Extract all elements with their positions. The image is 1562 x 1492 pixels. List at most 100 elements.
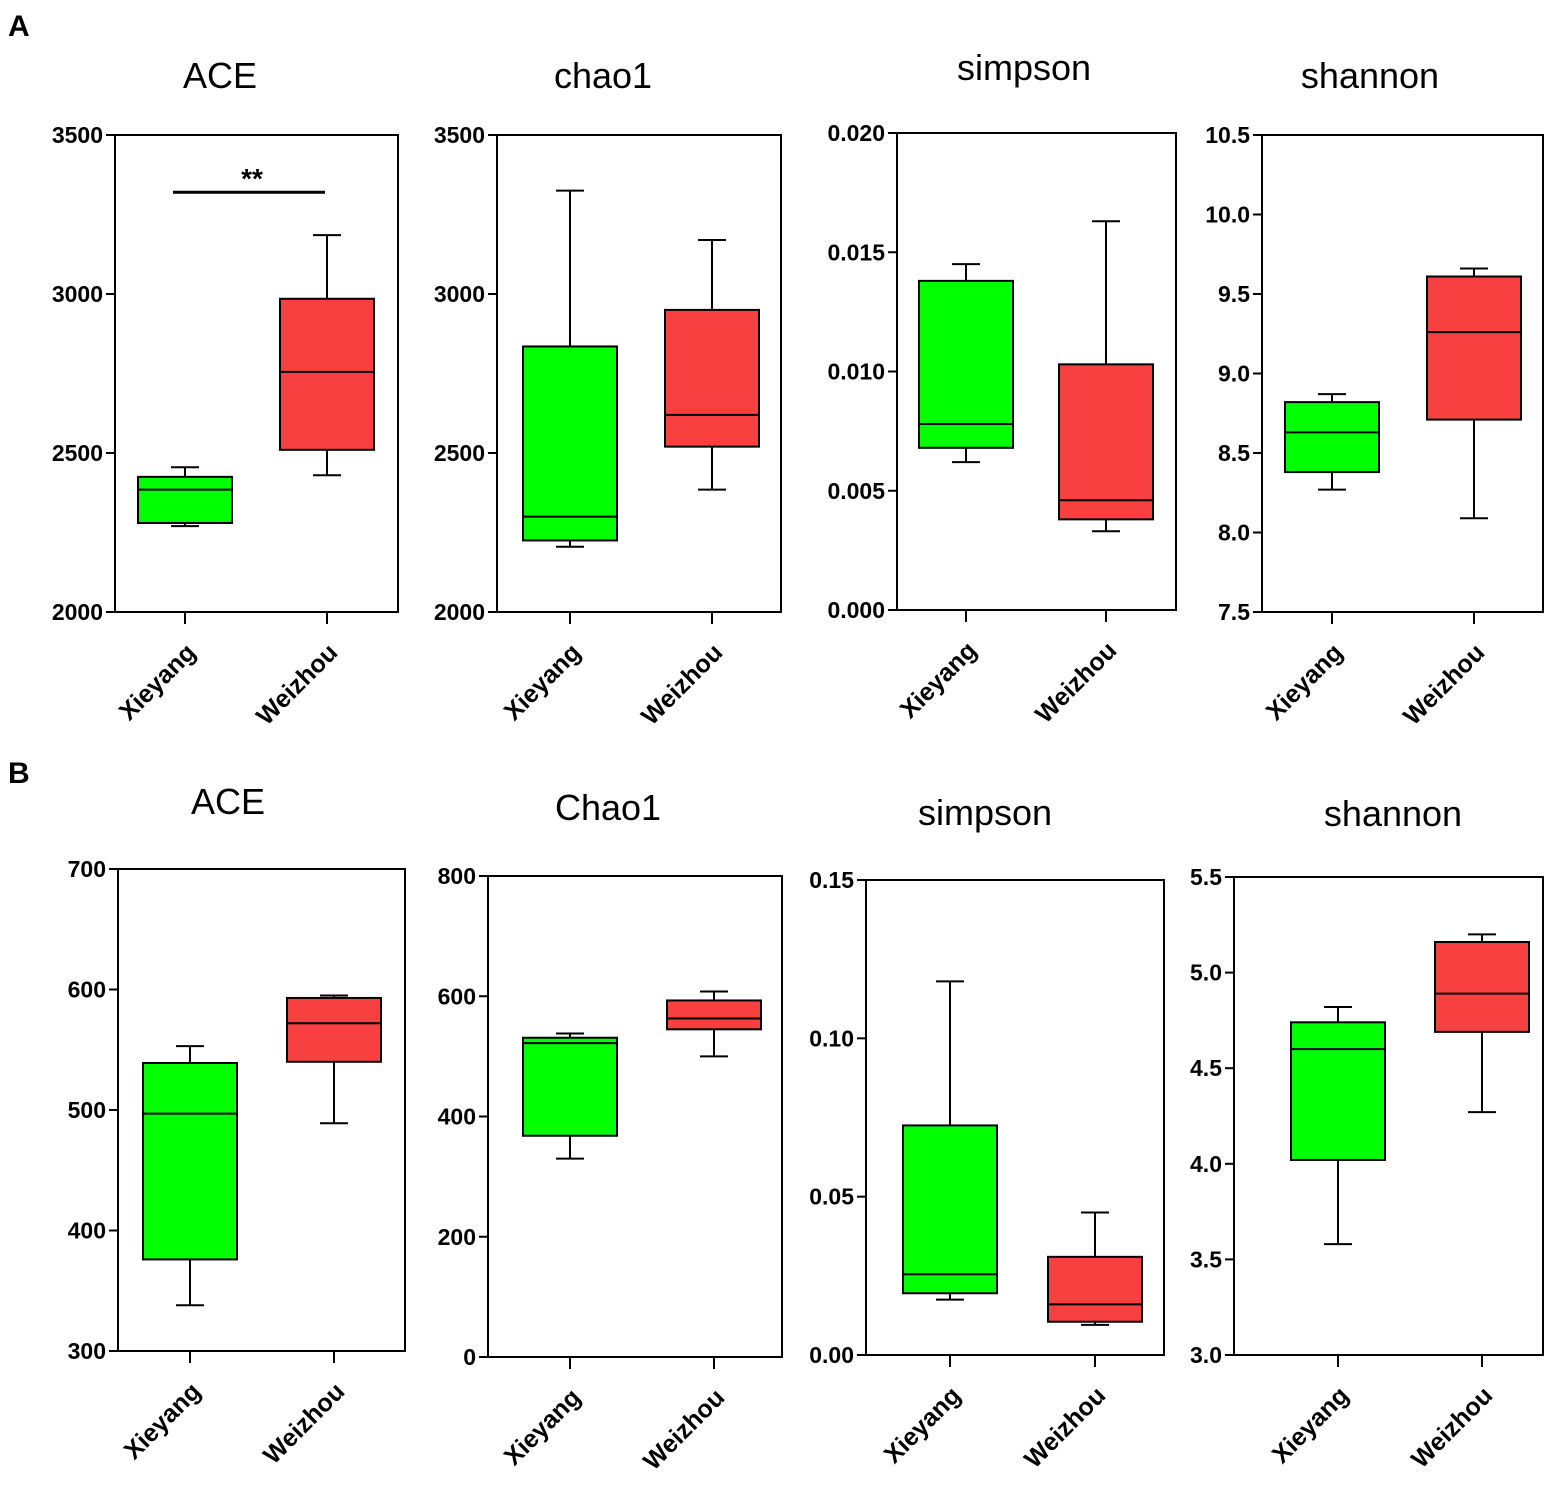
y-tick-label: 2500 [52, 440, 103, 466]
x-category-label: Weizhou [1019, 1381, 1111, 1473]
iqr-box [1434, 941, 1530, 1033]
y-tick-label: 600 [438, 983, 476, 1009]
x-category-label: Xieyang [879, 1381, 967, 1469]
y-tick-label: 7.5 [1218, 599, 1250, 625]
chart-title: shannon [1301, 55, 1439, 96]
y-tick-label: 0.10 [809, 1025, 854, 1051]
x-category-label: Xieyang [119, 1377, 207, 1465]
plot-frame [865, 879, 1165, 1356]
iqr-box [279, 297, 375, 451]
x-category-label: Weizhou [258, 1377, 350, 1469]
iqr-box [286, 996, 382, 1063]
box-xieyang [142, 1045, 238, 1307]
box-weizhou [279, 234, 375, 477]
y-tick-label: 4.5 [1190, 1055, 1222, 1081]
chart-a-simpson: simpson 0.000 0.005 0.010 0.015 0.020 Xieyang W… [827, 47, 1177, 729]
x-category-label: Xieyang [499, 1383, 587, 1471]
y-tick-label: 8.0 [1218, 520, 1250, 546]
x-category-label: Xieyang [895, 636, 983, 724]
chart-a-ace: ACE 2000 2500 3000 3500 Xieyang Weizhou ** [52, 55, 399, 731]
y-tick-label: 10.0 [1205, 202, 1250, 228]
panel-label-a: A [8, 10, 30, 43]
iqr-box [902, 1124, 998, 1295]
y-tick-label: 3000 [52, 281, 103, 307]
box-weizhou [666, 990, 762, 1058]
iqr-box [1047, 1255, 1143, 1323]
significance-label: ** [241, 163, 263, 194]
chart-b-chao1: Chao1 0 200 400 600 800 Xieyang Weizhou [438, 787, 783, 1476]
y-tick-label: 5.0 [1190, 960, 1222, 986]
chart-title: simpson [918, 792, 1052, 833]
y-tick-label: 300 [68, 1338, 106, 1364]
chart-title: ACE [191, 781, 265, 822]
y-tick-label: 800 [438, 863, 476, 889]
x-category-label: Weizhou [1398, 638, 1490, 730]
iqr-box [1058, 363, 1154, 521]
box-weizhou [664, 238, 760, 491]
y-tick-label: 0 [463, 1344, 476, 1370]
x-category-label: Xieyang [114, 638, 202, 726]
y-tick-label: 0.15 [809, 867, 854, 893]
y-tick-label: 400 [68, 1218, 106, 1244]
chart-title: chao1 [554, 55, 652, 96]
y-tick-label: 400 [438, 1104, 476, 1130]
iqr-box [666, 999, 762, 1031]
box-xieyang [902, 980, 998, 1301]
y-tick-label: 3000 [434, 281, 485, 307]
y-tick-label: 2000 [52, 599, 103, 625]
iqr-box [1290, 1021, 1386, 1161]
iqr-box [142, 1062, 238, 1261]
x-category-label: Weizhou [638, 1383, 730, 1475]
chart-title: ACE [183, 55, 257, 96]
y-tick-label: 9.5 [1218, 281, 1250, 307]
box-xieyang [137, 466, 233, 528]
y-tick-label: 2000 [434, 599, 485, 625]
y-tick-label: 0.00 [809, 1342, 854, 1368]
x-category-label: Weizhou [1406, 1381, 1498, 1473]
y-tick-label: 0.015 [827, 239, 885, 265]
x-category-label: Xieyang [1261, 638, 1349, 726]
iqr-box [1284, 401, 1380, 474]
box-weizhou [1434, 933, 1530, 1114]
chart-b-shannon: shannon 3.0 3.5 4.0 4.5 5.0 5.5 Xieyang Weizhou [1190, 793, 1544, 1474]
plot-frame [496, 134, 782, 613]
iqr-box [522, 1036, 618, 1137]
y-tick-label: 0.005 [827, 478, 885, 504]
x-category-label: Weizhou [1030, 636, 1122, 728]
y-tick-label: 10.5 [1205, 122, 1250, 148]
y-tick-label: 4.0 [1190, 1151, 1222, 1177]
iqr-box [664, 308, 760, 448]
chart-b-simpson: simpson 0.00 0.05 0.10 0.15 Xieyang Weizhou [809, 792, 1165, 1474]
y-tick-label: 0.000 [827, 597, 885, 623]
iqr-box [918, 279, 1014, 449]
box-xieyang [522, 189, 618, 548]
y-tick-label: 0.020 [827, 120, 885, 146]
y-tick-label: 3.0 [1190, 1342, 1222, 1368]
box-xieyang [522, 1032, 618, 1160]
x-category-label: Weizhou [636, 638, 728, 730]
x-category-label: Xieyang [499, 638, 587, 726]
y-tick-label: 3500 [52, 122, 103, 148]
chart-title: Chao1 [555, 787, 661, 828]
box-weizhou [1058, 220, 1154, 533]
iqr-box [137, 475, 233, 524]
box-xieyang [1284, 393, 1380, 491]
y-tick-label: 8.5 [1218, 440, 1250, 466]
box-xieyang [1290, 1006, 1386, 1246]
plot-frame [1233, 876, 1544, 1356]
chart-title: shannon [1324, 793, 1462, 834]
y-tick-label: 700 [68, 856, 106, 882]
chart-a-shannon: shannon 7.5 8.0 8.5 9.0 9.5 10.0 10.5 Xieyang Wei… [1205, 55, 1544, 731]
panel-label-b: B [8, 757, 30, 790]
chart-b-ace: ACE 300 400 500 600 700 Xieyang Weizhou [68, 781, 406, 1470]
y-tick-label: 2500 [434, 440, 485, 466]
x-category-label: Xieyang [1267, 1381, 1355, 1469]
iqr-box [522, 345, 618, 542]
y-tick-label: 3500 [434, 122, 485, 148]
y-tick-label: 0.05 [809, 1184, 854, 1210]
chart-title: simpson [957, 47, 1091, 88]
iqr-box [1426, 275, 1522, 421]
y-tick-label: 3.5 [1190, 1246, 1222, 1272]
